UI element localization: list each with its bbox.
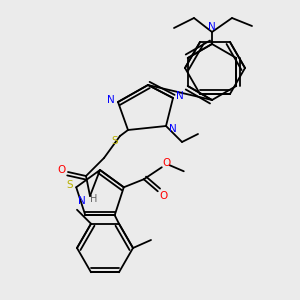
Text: N: N bbox=[208, 22, 216, 32]
Text: O: O bbox=[58, 165, 66, 175]
Text: S: S bbox=[66, 180, 73, 190]
Text: O: O bbox=[163, 158, 171, 168]
Text: H: H bbox=[90, 194, 98, 204]
Text: N: N bbox=[107, 95, 115, 105]
Text: S: S bbox=[112, 136, 118, 146]
Text: N: N bbox=[78, 196, 86, 206]
Text: N: N bbox=[176, 91, 184, 101]
Text: O: O bbox=[160, 191, 168, 201]
Text: N: N bbox=[169, 124, 177, 134]
